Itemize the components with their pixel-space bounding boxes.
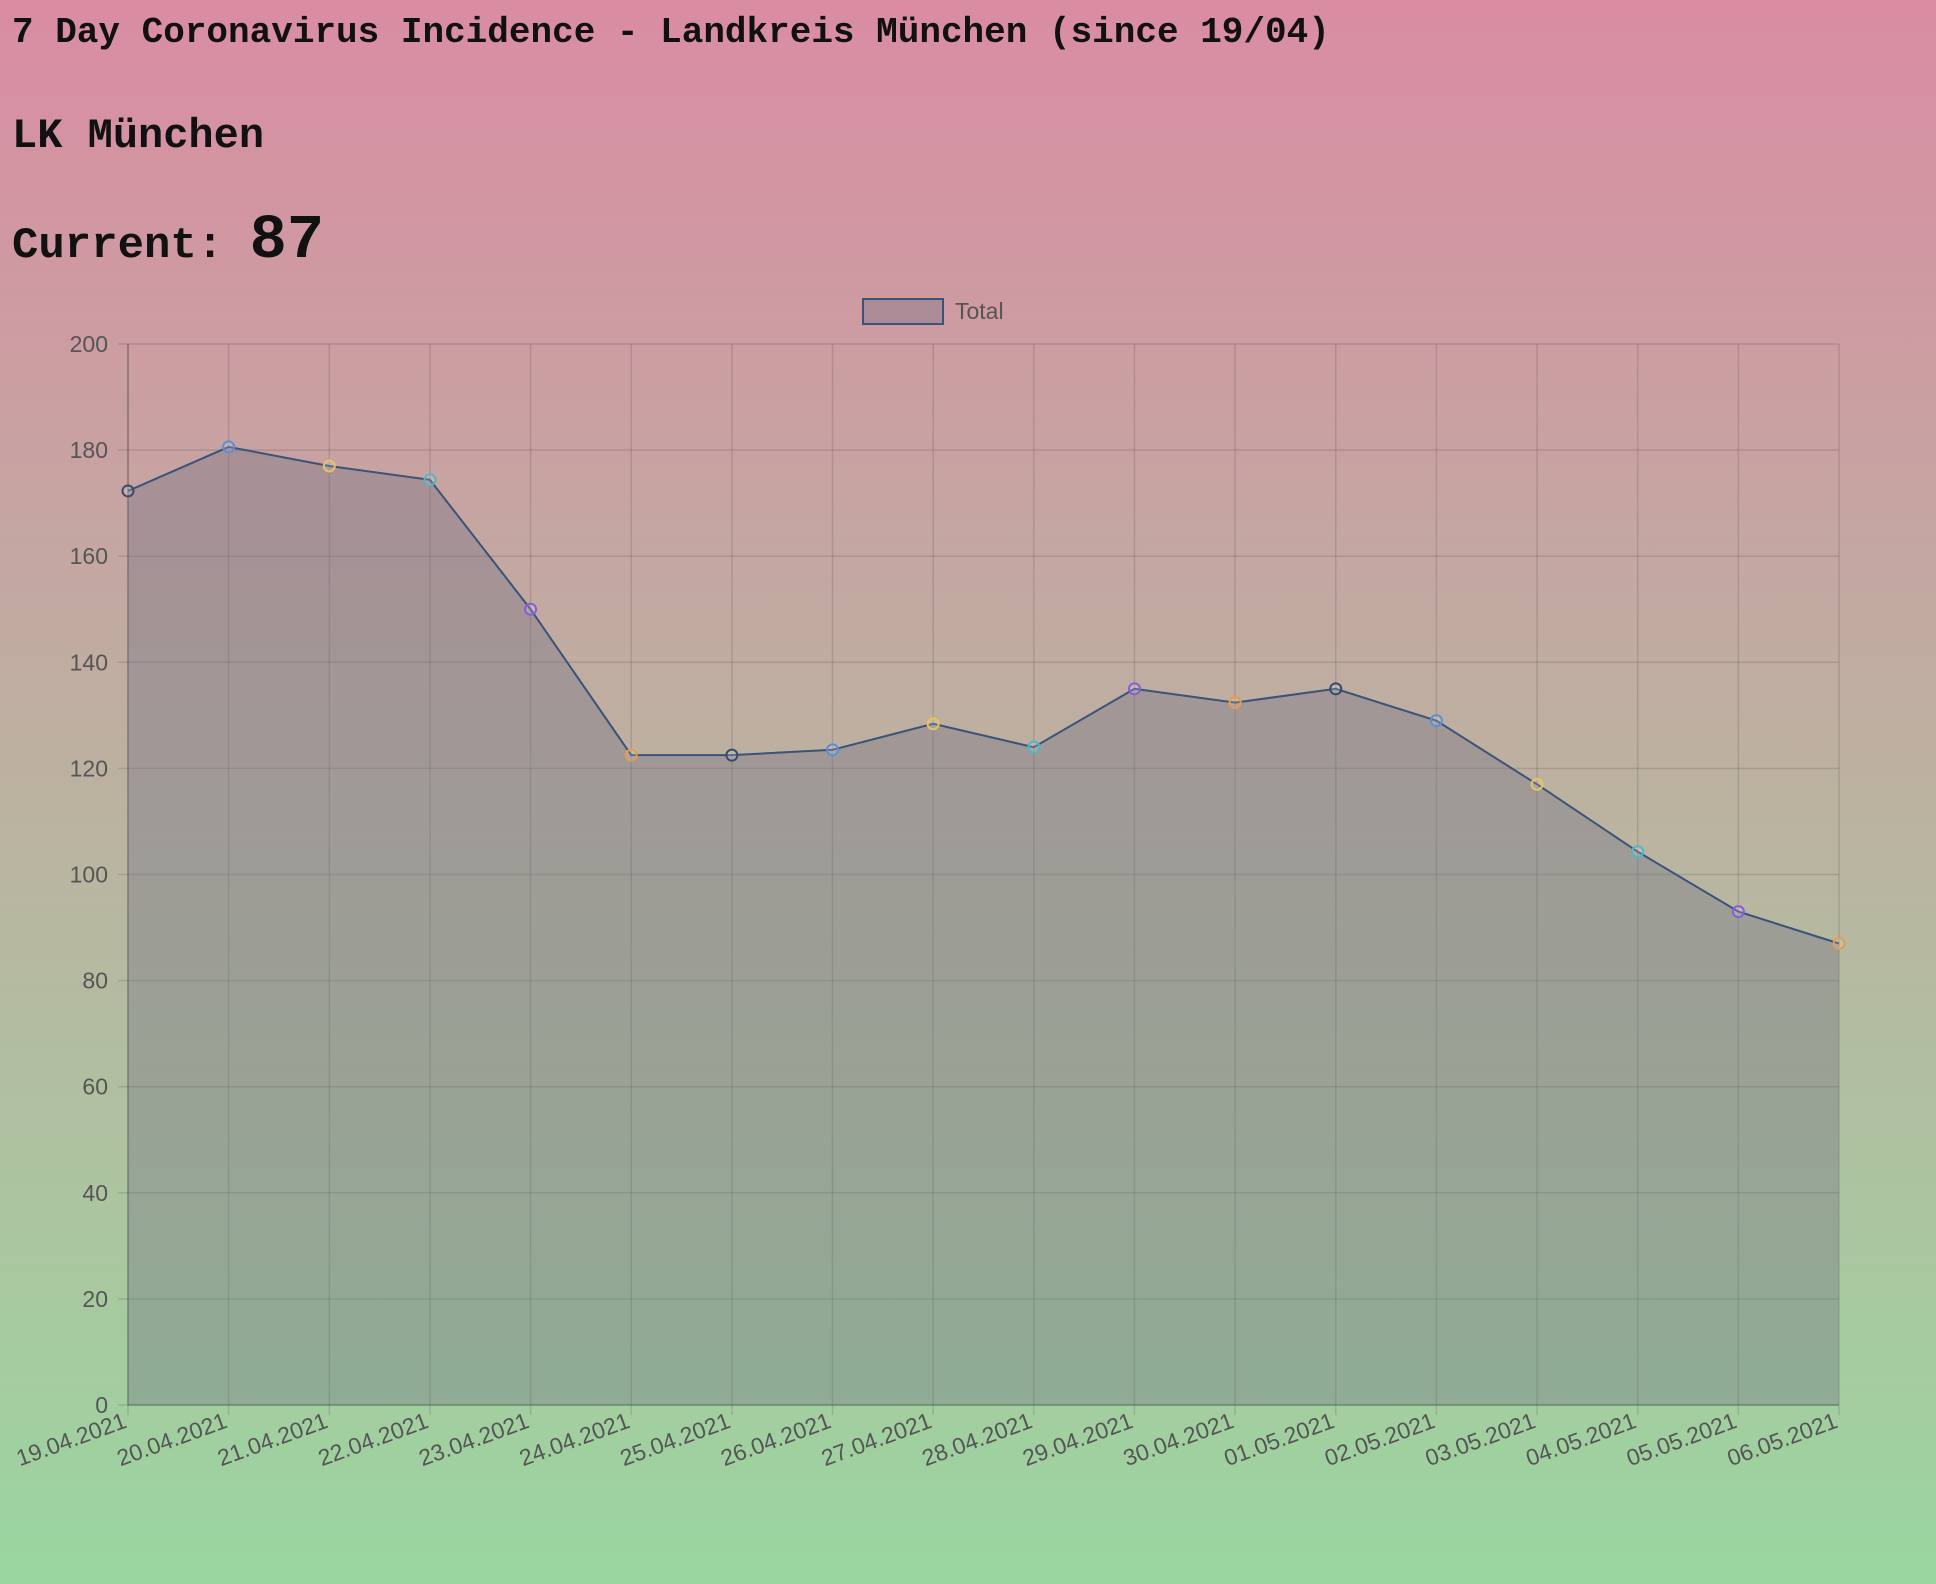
- legend-swatch[interactable]: [862, 298, 944, 325]
- chart-grid: [118, 343, 1840, 1415]
- x-tick-label: 26.04.2021: [717, 1407, 834, 1471]
- data-point[interactable]: [222, 440, 236, 454]
- chart-legend: Total: [862, 298, 1004, 325]
- x-tick-label: 01.05.2021: [1220, 1407, 1337, 1471]
- y-tick-label: 20: [82, 1286, 108, 1312]
- x-tick-label: 29.04.2021: [1019, 1407, 1136, 1471]
- x-tick-label: 25.04.2021: [617, 1407, 734, 1471]
- x-tick-label: 22.04.2021: [315, 1407, 432, 1471]
- data-point[interactable]: [1228, 696, 1242, 710]
- x-axis: 19.04.202120.04.202121.04.202122.04.2021…: [13, 1407, 1841, 1471]
- data-point[interactable]: [524, 602, 538, 616]
- y-tick-label: 180: [70, 437, 108, 463]
- current-value: 87: [249, 205, 325, 276]
- current-incidence: Current: 87: [12, 206, 324, 281]
- x-tick-label: 03.05.2021: [1422, 1407, 1539, 1471]
- data-point[interactable]: [1027, 740, 1041, 754]
- x-tick-label: 04.05.2021: [1522, 1407, 1639, 1471]
- data-point[interactable]: [121, 484, 135, 498]
- x-tick-label: 20.04.2021: [113, 1407, 230, 1471]
- x-tick-label: 27.04.2021: [818, 1407, 935, 1471]
- x-tick-label: 23.04.2021: [415, 1407, 532, 1471]
- data-point[interactable]: [1530, 777, 1544, 791]
- legend-label[interactable]: Total: [955, 298, 1004, 324]
- x-tick-label: 24.04.2021: [516, 1407, 633, 1471]
- data-point[interactable]: [1731, 905, 1745, 919]
- series-total-line: [127, 445, 1840, 945]
- data-point[interactable]: [423, 473, 437, 487]
- current-label: Current:: [12, 221, 224, 271]
- page-title: 7 Day Coronavirus Incidence - Landkreis …: [12, 12, 1330, 53]
- y-tick-label: 60: [82, 1074, 108, 1100]
- series-total-area: [128, 446, 1839, 1405]
- y-tick-label: 40: [82, 1180, 108, 1206]
- x-tick-label: 06.05.2021: [1724, 1407, 1841, 1471]
- y-tick-label: 80: [82, 968, 108, 994]
- data-point[interactable]: [322, 459, 336, 473]
- data-point[interactable]: [624, 748, 638, 762]
- y-tick-label: 140: [70, 649, 108, 675]
- x-tick-label: 21.04.2021: [214, 1407, 331, 1471]
- y-axis: 0 20 40 60 80 100 120 140 160 180 200: [70, 331, 108, 1418]
- y-tick-label: 120: [70, 755, 108, 781]
- x-tick-label: 30.04.2021: [1120, 1407, 1237, 1471]
- data-point[interactable]: [1832, 936, 1846, 950]
- data-point[interactable]: [725, 748, 739, 762]
- data-point[interactable]: [926, 717, 940, 731]
- x-tick-label: 05.05.2021: [1623, 1407, 1740, 1471]
- series-total-points: [121, 440, 1846, 950]
- y-tick-label: 0: [95, 1392, 108, 1418]
- data-point[interactable]: [826, 743, 840, 757]
- y-tick-label: 200: [70, 331, 108, 357]
- data-point[interactable]: [1429, 714, 1443, 728]
- data-point[interactable]: [1631, 845, 1645, 859]
- data-point[interactable]: [1127, 682, 1141, 696]
- y-tick-label: 100: [70, 862, 108, 888]
- x-tick-label: 28.04.2021: [918, 1407, 1035, 1471]
- y-tick-label: 160: [70, 543, 108, 569]
- data-point[interactable]: [1329, 682, 1343, 696]
- x-tick-label: 19.04.2021: [13, 1407, 130, 1471]
- x-tick-label: 02.05.2021: [1321, 1407, 1438, 1471]
- region-title: LK München: [12, 112, 265, 160]
